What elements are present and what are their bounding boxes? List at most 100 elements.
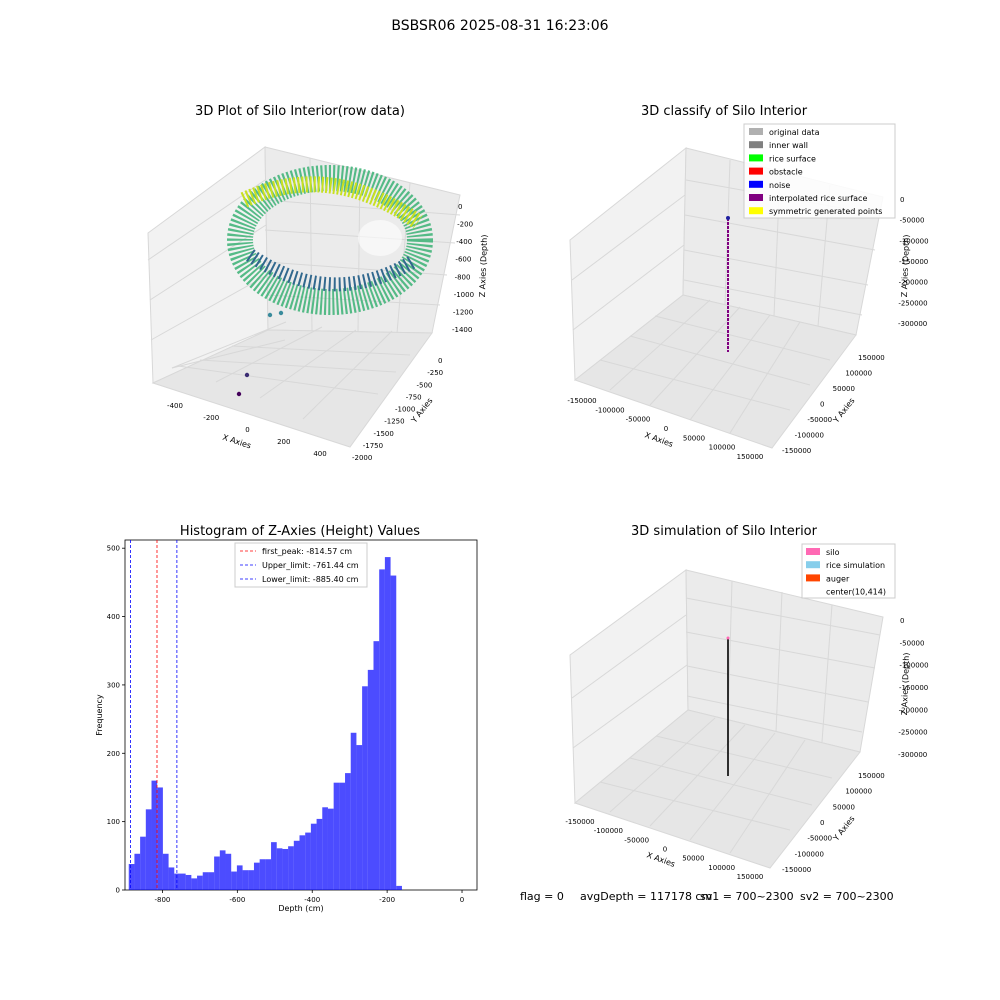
legend-swatch <box>749 128 763 135</box>
z-tick-label: -200000 <box>899 706 928 714</box>
x-tick-label: 50000 <box>682 855 704 863</box>
legend-label: auger <box>826 574 850 583</box>
simulation-3d-plot: silo rice simulation auger center(10,414) -… <box>565 543 929 881</box>
x-tick-label: -400 <box>167 402 183 410</box>
classify-3d-plot: original data inner wall rice surface obsta… <box>567 123 929 461</box>
histogram-bar <box>310 823 317 890</box>
y-tick-label: -750 <box>406 393 422 401</box>
x-tick-label: 200 <box>277 438 290 446</box>
y-tick-label: 100000 <box>845 370 872 378</box>
raw-z-ticks: 0 -200 -400 -600 -800 -1000 -1200 -1400 <box>452 203 474 334</box>
classify-legend <box>743 123 896 219</box>
y-tick-label: -150000 <box>782 447 811 455</box>
y-tick-label: 100 <box>107 818 120 826</box>
histogram-bar <box>236 865 243 890</box>
y-tick-label: 0 <box>820 401 824 409</box>
histogram-bar <box>208 872 215 890</box>
y-tick-label: -50000 <box>807 835 832 843</box>
legend-swatch <box>749 180 763 188</box>
x-tick-label: 150000 <box>737 453 764 461</box>
legend-label: silo <box>826 548 840 557</box>
histogram-bar <box>145 809 152 890</box>
y-tick-label: 0 <box>820 819 824 827</box>
status-sv1: sv1 = 700~2300 <box>700 890 794 903</box>
simulation-plot-title: 3D simulation of Silo Interior <box>631 524 817 539</box>
histogram-bar <box>339 782 346 890</box>
z-tick-label: -300000 <box>898 320 927 328</box>
x-tick-label: 100000 <box>709 444 736 452</box>
y-tick-label: -500 <box>417 381 433 389</box>
z-tick-label: -1400 <box>452 326 472 334</box>
legend-label: first_peak: -814.57 cm <box>262 547 352 556</box>
x-tick-label: -100000 <box>595 406 624 414</box>
histogram-bar <box>293 840 300 890</box>
x-tick-label: -50000 <box>624 836 649 844</box>
x-tick-label: -600 <box>229 896 245 904</box>
legend-swatch <box>806 574 820 582</box>
histogram-bar <box>282 848 289 890</box>
x-tick-label: 0 <box>664 425 668 433</box>
y-tick-label: -1250 <box>384 418 404 426</box>
legend-label: rice simulation <box>826 561 885 570</box>
histogram-vlines <box>130 540 178 890</box>
histogram-bar <box>276 848 283 890</box>
z-tick-label: -800 <box>455 273 471 281</box>
histogram-bar <box>333 782 340 890</box>
raw-point-cloud <box>227 165 433 397</box>
histogram-bar <box>384 557 391 890</box>
z-tick-label: -100000 <box>899 662 928 670</box>
status-avg-depth: avgDepth = 117178 cm <box>580 890 713 903</box>
z-tick-label: -200000 <box>899 279 928 287</box>
histogram-bar <box>185 874 192 890</box>
histogram-bar <box>162 853 169 890</box>
raw-z-label: Z Axies (Depth) <box>478 234 489 297</box>
y-tick-label: 200 <box>107 750 120 758</box>
legend-label: original data <box>769 128 820 137</box>
histogram-bar <box>168 867 175 890</box>
y-tick-label: 400 <box>107 613 120 621</box>
histogram-bar <box>248 870 254 890</box>
raw-x-label: X Axies <box>221 433 252 451</box>
classify-y-ticks: 150000 100000 50000 0 -50000 -100000 -150000 <box>782 354 885 455</box>
histogram-bar <box>350 732 357 890</box>
y-tick-label: -1750 <box>363 442 383 450</box>
classify-3d-axes <box>569 146 884 449</box>
z-tick-label: -150000 <box>899 684 928 692</box>
z-tick-label: -300000 <box>898 751 927 759</box>
legend-label: noise <box>769 181 790 190</box>
histogram-bar <box>265 859 272 890</box>
x-tick-label: 0 <box>460 896 464 904</box>
histogram-bar <box>134 853 141 890</box>
x-tick-label: 150000 <box>737 873 764 881</box>
histogram-bar <box>214 856 220 890</box>
histogram-bar <box>191 878 198 890</box>
x-tick-label: -400 <box>304 896 320 904</box>
z-tick-label: -400 <box>456 238 472 246</box>
legend-swatch <box>806 587 820 595</box>
histogram-bar <box>259 859 266 890</box>
histogram-bar <box>322 807 328 890</box>
histogram-bar <box>128 864 135 890</box>
legend-label: interpolated rice surface <box>769 194 867 203</box>
simulation-objects <box>726 636 730 776</box>
y-tick-label: -150000 <box>782 866 811 874</box>
classify-legend-items: original data inner wall rice surface obsta… <box>749 128 882 216</box>
histogram-bar <box>305 832 311 890</box>
histogram-bar <box>299 835 306 890</box>
histogram-bar <box>288 846 294 890</box>
y-tick-label: 150000 <box>858 772 885 780</box>
histogram-bars <box>128 557 402 890</box>
y-tick-label: -1500 <box>374 430 394 438</box>
legend-swatch <box>806 561 820 569</box>
x-tick-label: -200 <box>379 896 395 904</box>
histogram-bar <box>202 872 209 890</box>
y-tick-label: -1000 <box>395 406 415 414</box>
classify-points <box>726 216 730 352</box>
z-tick-label: -600 <box>455 256 471 264</box>
x-tick-label: -50000 <box>626 416 651 424</box>
histogram-bar <box>197 875 203 890</box>
histogram-legend <box>234 542 368 588</box>
z-tick-label: -50000 <box>900 217 925 225</box>
